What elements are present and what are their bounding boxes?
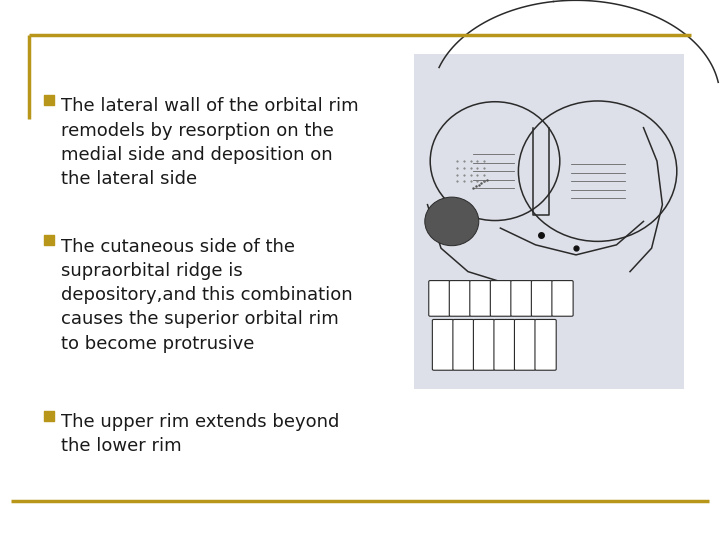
- FancyBboxPatch shape: [514, 320, 536, 370]
- FancyBboxPatch shape: [428, 281, 450, 316]
- Bar: [414, 54, 684, 389]
- FancyBboxPatch shape: [494, 320, 516, 370]
- FancyBboxPatch shape: [531, 281, 552, 316]
- FancyBboxPatch shape: [453, 320, 474, 370]
- FancyBboxPatch shape: [432, 320, 454, 370]
- FancyBboxPatch shape: [449, 281, 471, 316]
- Ellipse shape: [425, 197, 479, 246]
- Point: [43, 411, 55, 420]
- FancyBboxPatch shape: [469, 281, 491, 316]
- FancyBboxPatch shape: [473, 320, 495, 370]
- Text: The lateral wall of the orbital rim
remodels by resorption on the
medial side an: The lateral wall of the orbital rim remo…: [61, 97, 359, 188]
- Point: [43, 236, 55, 245]
- FancyBboxPatch shape: [510, 281, 532, 316]
- FancyBboxPatch shape: [535, 320, 556, 370]
- Point: [43, 96, 55, 104]
- FancyBboxPatch shape: [490, 281, 511, 316]
- Text: The upper rim extends beyond
the lower rim: The upper rim extends beyond the lower r…: [61, 413, 340, 455]
- Text: The cutaneous side of the
supraorbital ridge is
depository,and this combination
: The cutaneous side of the supraorbital r…: [61, 238, 353, 353]
- FancyBboxPatch shape: [552, 281, 573, 316]
